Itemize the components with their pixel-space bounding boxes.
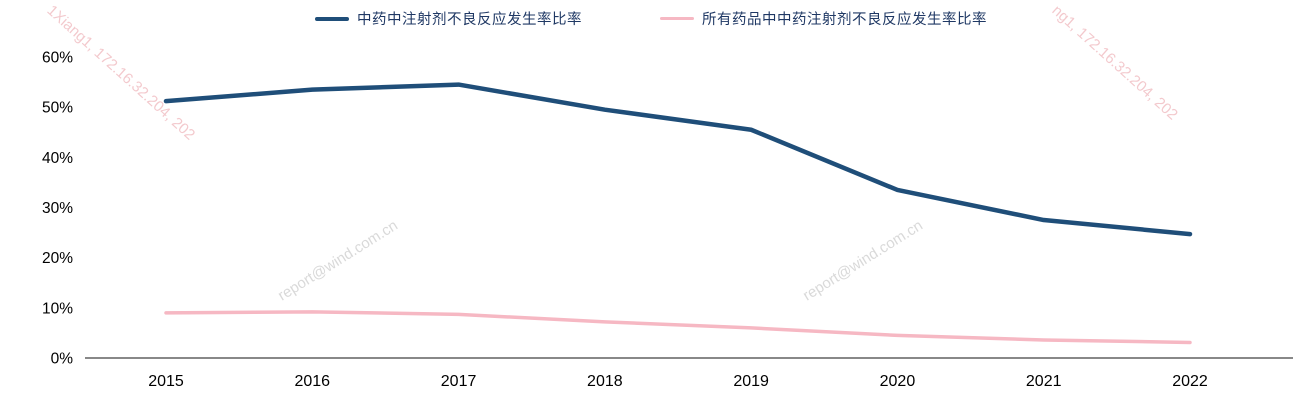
legend-label-all-drugs: 所有药品中中药注射剂不良反应发生率比率 [702, 12, 987, 28]
y-tick-label: 60% [42, 50, 73, 67]
legend-label-tcm-injection: 中药中注射剂不良反应发生率比率 [357, 12, 582, 28]
x-tick-label: 2018 [587, 373, 623, 390]
chart-legend: 中药中注射剂不良反应发生率比率 所有药品中中药注射剂不良反应发生率比率 [0, 8, 1302, 29]
legend-swatch-pink [660, 17, 694, 20]
x-tick-label: 2016 [294, 373, 330, 390]
series-line-1 [164, 310, 1192, 345]
x-tick-label: 2022 [1172, 373, 1208, 390]
y-tick-label: 20% [42, 250, 73, 267]
x-tick-label: 2020 [880, 373, 916, 390]
y-tick-label: 30% [42, 200, 73, 217]
y-tick-label: 40% [42, 150, 73, 167]
y-tick-label: 0% [51, 351, 74, 368]
y-tick-label: 10% [42, 300, 73, 317]
series-line-0 [163, 82, 1193, 237]
x-tick-label: 2021 [1026, 373, 1062, 390]
x-tick-label: 2017 [441, 373, 477, 390]
legend-item-tcm-injection: 中药中注射剂不良反应发生率比率 [315, 8, 582, 29]
x-tick-label: 2015 [148, 373, 184, 390]
legend-swatch-blue [315, 16, 349, 21]
y-tick-label: 50% [42, 100, 73, 117]
x-tick-label: 2019 [733, 373, 769, 390]
legend-item-all-drugs: 所有药品中中药注射剂不良反应发生率比率 [660, 8, 987, 29]
